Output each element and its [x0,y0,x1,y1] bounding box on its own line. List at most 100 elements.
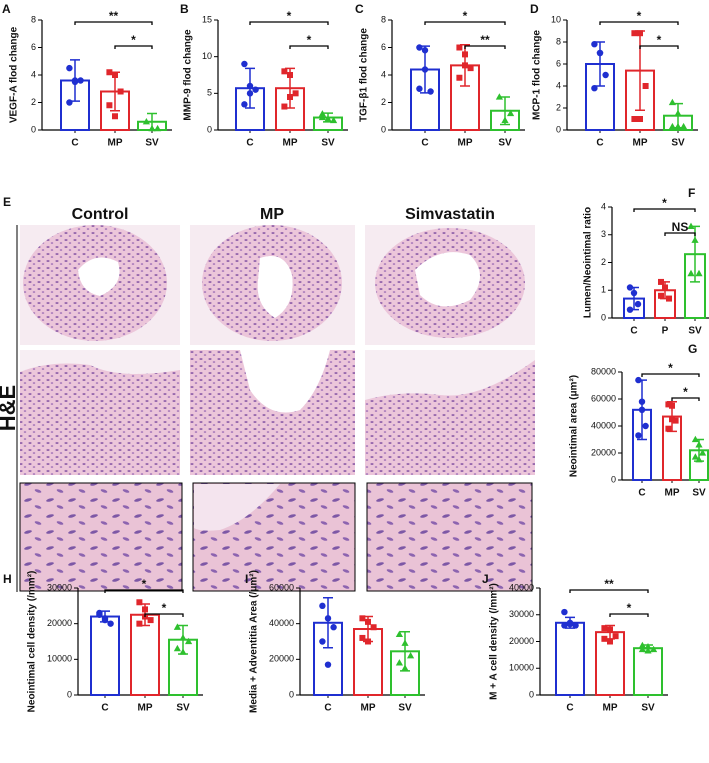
histology-image [366,482,533,592]
histology-row-2 [20,350,535,475]
panel-letter: J [482,572,489,586]
data-point [672,417,679,424]
data-point [96,611,103,618]
bar [555,621,585,697]
significance-bracket [633,208,696,212]
data-point [638,645,646,653]
y-axis-label: M + A cell density (/mm²) [489,583,500,700]
data-point [241,101,248,108]
data-point [462,51,468,58]
y-tick-label: 40000 [269,618,294,628]
data-point [401,664,409,671]
data-point [674,122,682,130]
x-tick-label: C [596,138,603,149]
lumen [257,256,293,318]
x-tick-label: C [566,703,573,714]
x-tick-label: MP [633,138,648,149]
data-point [665,401,672,408]
data-point [607,626,613,633]
lumen [365,350,535,400]
data-point [252,86,259,93]
x-tick-label: P [662,326,669,337]
data-point [456,44,463,51]
y-tick-label: 0 [31,124,36,134]
data-point [612,633,619,640]
significance-bracket [639,45,679,49]
significance-label: ** [480,33,490,47]
data-point [427,88,434,95]
histology-row-1 [20,225,535,345]
data-point [507,109,515,117]
data-point [658,278,664,285]
y-tick-label: 8 [381,14,386,24]
data-point [602,71,609,79]
x-tick-label: SV [671,138,685,149]
data-point [142,606,148,613]
y-axis-label: MMP-9 flod change [183,29,194,121]
data-point [136,620,143,627]
panel-letter: C [355,2,364,16]
data-point [407,651,415,659]
bar [130,613,160,696]
x-tick-label: SV [688,326,702,337]
data-point [101,615,109,622]
data-point [687,222,695,230]
y-axis-label: VEGF-A flod change [9,26,20,123]
lumen [240,350,330,413]
panel-letter: D [530,2,539,16]
data-point [662,284,668,291]
data-point [642,422,649,430]
significance-bracket [569,589,649,593]
y-axis-label: TGF-β1 flod change [359,28,370,122]
data-point [591,41,598,48]
data-point [359,615,366,622]
x-tick-label: MP [138,703,153,714]
y-tick-label: 60000 [591,393,616,403]
y-tick-label: 40000 [509,582,534,592]
column-header: MP [260,206,284,223]
y-tick-label: 0 [381,124,386,134]
x-tick-label: SV [498,138,512,149]
y-tick-label: 4 [381,69,386,79]
significance-bracket [249,21,329,25]
significance-label: * [637,9,642,23]
x-tick-label: C [101,703,108,714]
data-point [626,306,634,313]
data-point [324,661,332,668]
significance-label: ** [604,577,614,591]
column-header: Simvastatin [405,206,495,223]
data-point [687,269,695,277]
data-point [324,615,332,622]
significance-label: * [131,33,136,47]
significance-label: * [162,601,167,615]
significance-bracket [609,613,649,617]
data-point [665,425,672,432]
y-tick-label: 5 [207,88,212,98]
data-point [370,624,377,631]
data-point [456,74,463,81]
data-point [637,116,643,122]
significance-bracket [599,21,679,25]
error-bar [323,597,333,649]
x-tick-label: SV [692,488,706,499]
y-tick-label: 0 [207,124,212,134]
data-point [601,625,608,632]
y-tick-label: 20000 [47,618,72,628]
y-tick-label: 60000 [269,582,294,592]
data-point [416,44,423,51]
data-point [281,68,288,75]
data-point [77,77,84,84]
x-tick-label: SV [321,138,335,149]
x-tick-label: C [324,703,331,714]
panel-letter: I [245,572,248,586]
significance-bracket [671,397,700,401]
significance-label: * [668,361,673,375]
data-point [71,77,79,84]
data-point [179,648,187,655]
y-axis-label: MCP-1 flod change [532,30,543,120]
data-point [107,620,114,627]
data-point [642,83,649,89]
significance-label: * [627,601,632,615]
x-tick-label: C [71,138,78,149]
data-point [561,622,568,629]
